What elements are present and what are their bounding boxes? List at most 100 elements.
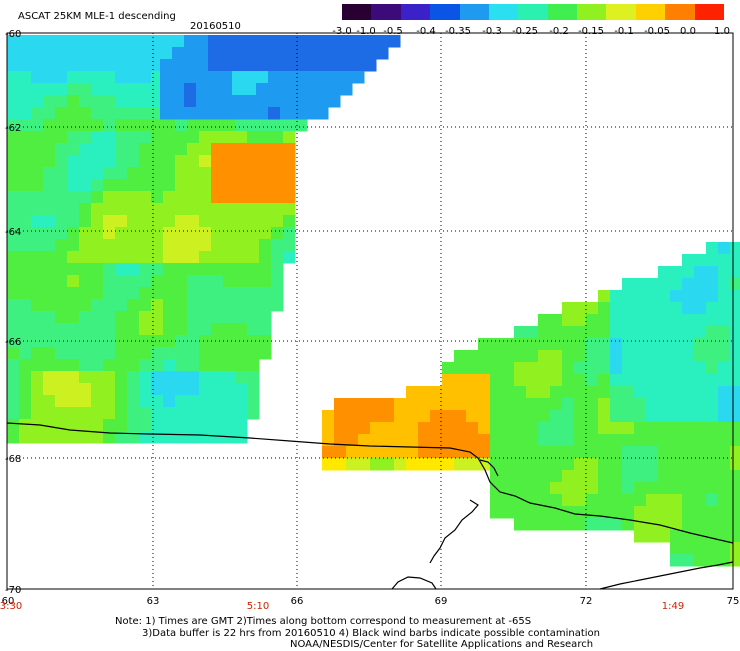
data-cell bbox=[247, 203, 260, 216]
data-cell bbox=[514, 422, 527, 435]
colorbar-tick-label: -0.05 bbox=[644, 26, 670, 37]
data-cell bbox=[175, 299, 188, 312]
data-cell bbox=[634, 470, 647, 483]
data-cell bbox=[340, 47, 353, 60]
colorbar-tick-label: -1.0 bbox=[356, 26, 376, 37]
data-cell bbox=[574, 350, 587, 363]
data-cell bbox=[706, 410, 719, 423]
data-cell bbox=[514, 446, 527, 459]
data-cell bbox=[19, 95, 32, 108]
data-cell bbox=[127, 95, 140, 108]
data-cell bbox=[199, 287, 212, 300]
data-cell bbox=[646, 374, 659, 387]
data-cell bbox=[223, 347, 236, 360]
data-cell bbox=[67, 215, 80, 228]
data-cell bbox=[187, 215, 200, 228]
coastline bbox=[599, 561, 734, 590]
data-cell bbox=[211, 263, 224, 276]
data-cell bbox=[280, 59, 293, 72]
note-line-1: Note: 1) Times are GMT 2)Times along bot… bbox=[115, 616, 532, 627]
data-cell bbox=[502, 434, 515, 447]
data-cell bbox=[730, 338, 740, 351]
data-cell bbox=[7, 227, 20, 240]
data-cell bbox=[718, 350, 731, 363]
data-cell bbox=[127, 323, 140, 336]
data-cell bbox=[658, 266, 671, 279]
data-cell bbox=[706, 506, 719, 519]
data-cell bbox=[610, 290, 623, 303]
data-cell bbox=[538, 482, 551, 495]
data-cell bbox=[67, 143, 80, 156]
data-cell bbox=[79, 227, 92, 240]
data-cell bbox=[19, 83, 32, 96]
data-cell bbox=[7, 59, 20, 72]
data-cell bbox=[706, 350, 719, 363]
data-cell bbox=[622, 434, 635, 447]
data-cell bbox=[160, 107, 173, 120]
data-cell bbox=[334, 458, 347, 471]
data-cell bbox=[55, 179, 68, 192]
colorbar-segment bbox=[342, 4, 372, 20]
data-cell bbox=[235, 287, 248, 300]
data-cell bbox=[160, 71, 173, 84]
data-cell bbox=[172, 47, 185, 60]
data-cell bbox=[394, 458, 407, 471]
longitude-label: 75 bbox=[727, 596, 740, 607]
data-cell bbox=[670, 350, 683, 363]
data-cell bbox=[31, 95, 44, 108]
data-cell bbox=[550, 338, 563, 351]
data-cell bbox=[79, 299, 92, 312]
data-cell bbox=[610, 446, 623, 459]
data-cell bbox=[346, 398, 359, 411]
data-cell bbox=[634, 278, 647, 291]
data-cell bbox=[454, 410, 467, 423]
data-cell bbox=[610, 422, 623, 435]
data-cell bbox=[622, 326, 635, 339]
data-cell bbox=[526, 446, 539, 459]
data-cell bbox=[670, 422, 683, 435]
data-cell bbox=[211, 203, 224, 216]
data-cell bbox=[211, 251, 224, 264]
data-cell bbox=[115, 287, 128, 300]
data-cell bbox=[247, 311, 260, 324]
data-cell bbox=[658, 314, 671, 327]
data-cell bbox=[634, 482, 647, 495]
data-cell bbox=[514, 470, 527, 483]
data-cell bbox=[55, 191, 68, 204]
data-cell bbox=[430, 434, 443, 447]
data-cell bbox=[67, 431, 80, 444]
data-cell bbox=[55, 371, 68, 384]
data-cell bbox=[184, 59, 197, 72]
data-cell bbox=[7, 47, 20, 60]
data-cell bbox=[574, 506, 587, 519]
data-cell bbox=[160, 59, 173, 72]
data-cell bbox=[259, 347, 272, 360]
data-cell bbox=[562, 398, 575, 411]
data-cell bbox=[127, 251, 140, 264]
colorbar-segment bbox=[665, 4, 696, 20]
data-cell bbox=[91, 59, 104, 72]
data-cell bbox=[235, 155, 248, 168]
data-cell bbox=[115, 371, 128, 384]
data-cell bbox=[586, 506, 599, 519]
data-cell bbox=[586, 314, 599, 327]
data-cell bbox=[646, 398, 659, 411]
data-cell bbox=[562, 422, 575, 435]
data-cell bbox=[223, 119, 236, 132]
data-cell bbox=[574, 398, 587, 411]
data-cell bbox=[418, 446, 431, 459]
data-cell bbox=[31, 203, 44, 216]
data-cell bbox=[163, 431, 176, 444]
data-cell bbox=[55, 347, 68, 360]
data-cell bbox=[187, 167, 200, 180]
data-cell bbox=[199, 383, 212, 396]
data-cell bbox=[115, 119, 128, 132]
data-cell bbox=[718, 494, 731, 507]
data-cell bbox=[670, 386, 683, 399]
data-cell bbox=[550, 374, 563, 387]
data-cell bbox=[328, 35, 341, 48]
data-cell bbox=[271, 155, 284, 168]
data-cell bbox=[586, 398, 599, 411]
data-cell bbox=[682, 542, 695, 555]
data-cell bbox=[634, 458, 647, 471]
